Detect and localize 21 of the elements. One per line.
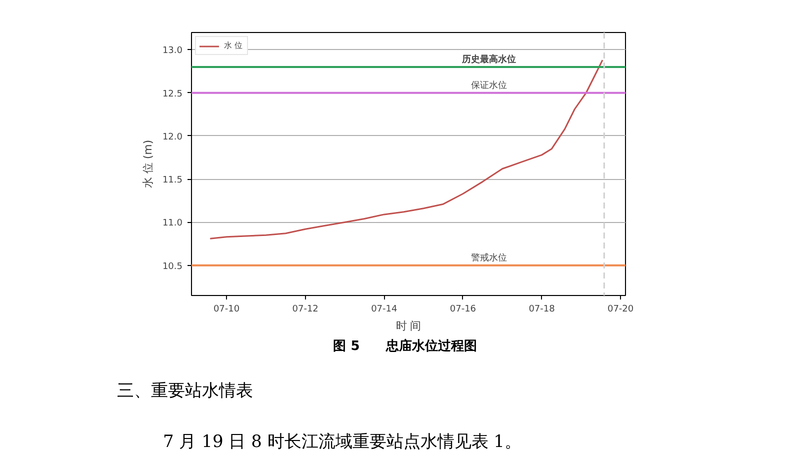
y-tick-label: 11.0 bbox=[162, 218, 183, 229]
text: 7 月 19 日 8 时长江流域重要站点水情见表 1。 bbox=[163, 431, 522, 454]
ref-line-label: 警戒水位 bbox=[471, 252, 508, 264]
x-tick-label: 07-10 bbox=[213, 304, 240, 314]
y-tick-label: 12.0 bbox=[162, 132, 183, 142]
x-tick-label: 07-12 bbox=[292, 304, 318, 314]
x-tick-label: 07-18 bbox=[528, 304, 556, 314]
x-axis-title: 时 间 bbox=[396, 320, 422, 332]
ref-line-label: 保证水位 bbox=[471, 80, 508, 91]
x-tick-label: 07-14 bbox=[371, 304, 398, 314]
y-axis-title: 水 位 (m) bbox=[141, 140, 154, 188]
y-tick-label: 11.5 bbox=[162, 176, 183, 186]
x-tick-label: 07-20 bbox=[608, 304, 634, 314]
x-tick-label: 07-16 bbox=[450, 304, 476, 314]
text: 三、重要站水情表 bbox=[117, 380, 253, 403]
legend-label: 水 位 bbox=[224, 40, 244, 51]
ref-line-label: 历史最高水位 bbox=[461, 54, 516, 65]
text: 图 5 忠庙水位过程图 bbox=[333, 338, 477, 356]
y-tick-label: 10.5 bbox=[162, 262, 183, 272]
y-tick-label: 12.5 bbox=[162, 89, 183, 100]
y-tick-label: 13.0 bbox=[162, 46, 183, 56]
